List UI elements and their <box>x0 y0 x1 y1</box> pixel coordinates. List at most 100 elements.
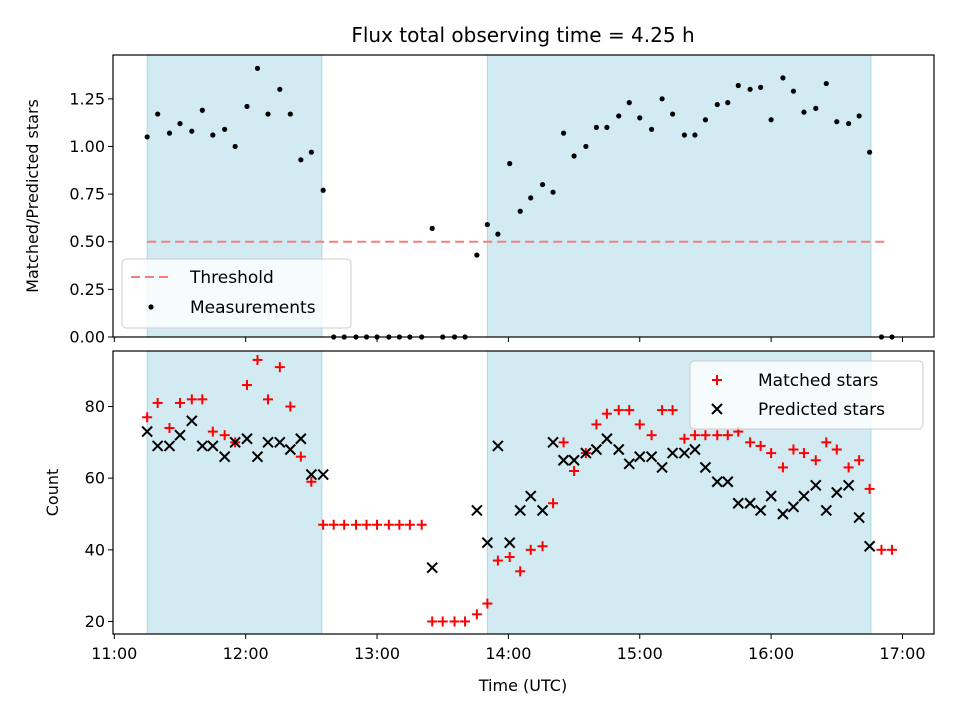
data-point <box>308 149 314 155</box>
axes-frame <box>112 350 935 635</box>
data-point <box>474 252 480 258</box>
data-point-b <box>536 504 549 517</box>
data-point <box>755 440 766 451</box>
data-point <box>583 143 589 150</box>
data-point-b <box>174 429 186 441</box>
data-point <box>229 436 241 449</box>
data-point <box>700 430 711 441</box>
data-point <box>689 443 701 456</box>
data-point <box>383 519 394 530</box>
data-point <box>613 443 625 456</box>
data-point-b <box>765 490 777 502</box>
data-point-b <box>262 436 274 449</box>
data-point <box>777 508 789 520</box>
data-point <box>241 380 252 391</box>
data-point-b <box>568 454 580 466</box>
data-point-b <box>732 497 744 509</box>
data-point <box>142 412 153 423</box>
data-point <box>732 497 744 509</box>
data-point <box>525 490 537 502</box>
data-point <box>863 540 876 552</box>
data-point <box>196 440 209 452</box>
data-point <box>320 187 326 193</box>
data-point <box>813 105 819 111</box>
data-point <box>177 120 183 127</box>
data-point <box>218 450 231 463</box>
data-point-b <box>481 536 494 549</box>
data-point-b <box>284 443 297 456</box>
data-point-b <box>590 443 603 456</box>
shaded-interval-1 <box>486 54 872 338</box>
data-point <box>437 616 448 627</box>
data-point <box>507 161 513 167</box>
legend-box <box>121 258 352 329</box>
data-point-b <box>241 433 253 445</box>
data-point-b <box>251 450 264 463</box>
data-point-b <box>623 458 635 470</box>
data-point <box>295 451 306 462</box>
data-point <box>788 444 799 455</box>
data-point <box>593 124 600 131</box>
data-point-b <box>525 490 537 502</box>
data-point <box>864 483 875 494</box>
data-point <box>714 101 720 108</box>
data-point <box>539 181 546 188</box>
data-point <box>569 466 580 477</box>
data-point <box>699 461 712 474</box>
legend-box <box>689 360 924 430</box>
data-point <box>624 405 635 416</box>
data-point-b <box>853 511 865 524</box>
data-point <box>590 443 603 456</box>
data-point <box>482 598 493 609</box>
data-point-b <box>613 443 625 456</box>
data-point <box>295 433 307 445</box>
shaded-interval-0 <box>146 350 323 635</box>
data-point-b <box>547 436 559 449</box>
series-predicted-stars <box>141 415 876 574</box>
data-point <box>820 504 832 517</box>
data-point <box>252 354 263 365</box>
y-tick-label: 0.50 <box>69 232 105 251</box>
data-point <box>174 429 186 441</box>
data-point <box>426 562 438 574</box>
data-point-b <box>678 447 691 459</box>
y-axis-label: Matched/Predicted stars <box>23 99 42 293</box>
data-point <box>427 616 438 627</box>
data-point <box>678 447 691 459</box>
data-point <box>846 120 852 127</box>
data-point <box>492 555 503 566</box>
data-point-b <box>831 486 843 499</box>
data-point <box>613 405 624 416</box>
data-point <box>174 397 185 408</box>
data-point <box>254 65 261 71</box>
data-point <box>151 440 164 452</box>
data-point <box>768 117 774 123</box>
data-point <box>634 450 646 463</box>
data-point <box>669 111 676 117</box>
data-point <box>285 401 296 412</box>
data-point <box>152 397 163 408</box>
data-point <box>831 486 843 499</box>
data-point <box>287 111 293 117</box>
legend-matched-label: Matched stars <box>758 371 878 391</box>
x-tick-label: 14:00 <box>485 644 531 663</box>
data-point <box>339 519 350 530</box>
data-point-b <box>141 425 153 438</box>
data-point <box>765 490 777 502</box>
data-point <box>557 454 570 466</box>
data-point-b <box>274 436 286 449</box>
data-point <box>550 189 556 195</box>
data-point <box>623 458 635 470</box>
data-point-b <box>711 476 723 488</box>
data-point-b <box>777 508 789 520</box>
data-point <box>244 103 250 110</box>
data-point <box>744 497 756 509</box>
data-point <box>164 423 175 434</box>
data-point <box>580 447 592 459</box>
data-point <box>222 126 228 132</box>
data-point <box>460 616 471 627</box>
data-point-b <box>504 536 516 549</box>
data-point <box>277 86 283 92</box>
data-point <box>766 448 777 459</box>
data-point <box>722 476 734 488</box>
